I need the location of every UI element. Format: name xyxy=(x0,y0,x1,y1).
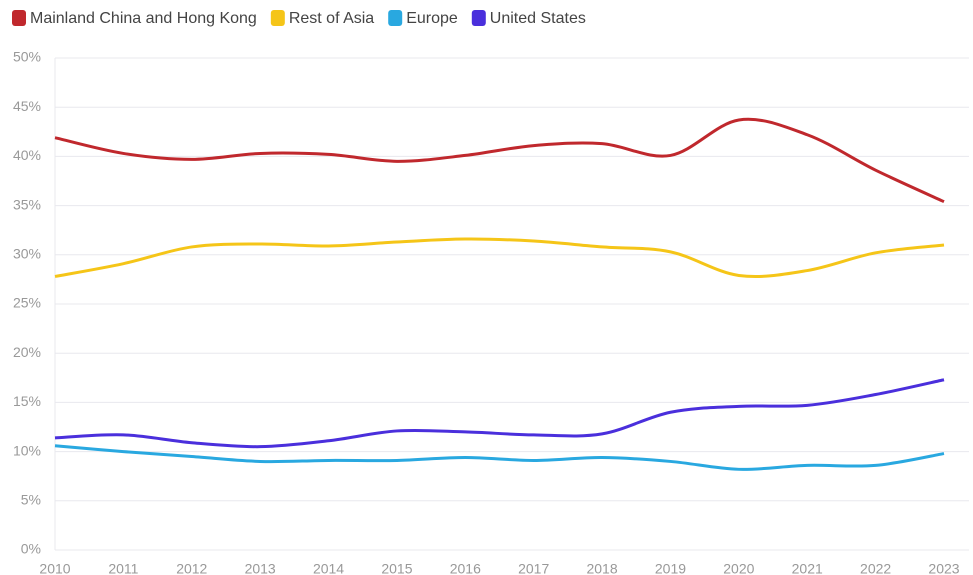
line xyxy=(54,117,945,204)
legend-swatch xyxy=(388,10,403,26)
y-tick-label: 5% xyxy=(21,492,41,508)
y-tick-label: 25% xyxy=(13,295,41,311)
x-tick-label: 2021 xyxy=(792,561,823,575)
x-tick-label: 2016 xyxy=(450,561,481,575)
y-tick-label: 50% xyxy=(13,49,41,65)
x-tick-label: 2010 xyxy=(39,561,70,575)
y-tick-label: 15% xyxy=(13,393,41,409)
line xyxy=(54,444,945,471)
x-tick-label: 2022 xyxy=(860,561,891,575)
y-tick-label: 40% xyxy=(13,147,41,163)
legend-swatch xyxy=(12,10,26,26)
x-tick-label: 2023 xyxy=(928,561,959,575)
y-tick-label: 0% xyxy=(21,541,41,557)
x-tick-label: 2017 xyxy=(518,561,549,575)
x-tick-label: 2014 xyxy=(313,561,344,575)
y-tick-label: 30% xyxy=(13,246,41,262)
x-tick-label: 2011 xyxy=(108,561,138,575)
y-tick-label: 20% xyxy=(13,344,41,360)
y-tick-label: 45% xyxy=(13,98,41,114)
x-tick-label: 2012 xyxy=(176,561,207,575)
line xyxy=(54,378,945,449)
x-tick-label: 2020 xyxy=(723,561,754,575)
legend-label: United States xyxy=(490,10,586,27)
line xyxy=(54,237,945,279)
x-tick-label: 2019 xyxy=(655,561,686,575)
x-tick-label: 2013 xyxy=(245,561,276,575)
legend-label: Mainland China and Hong Kong xyxy=(30,10,257,27)
legend-label: Rest of Asia xyxy=(289,10,374,27)
y-tick-label: 35% xyxy=(13,196,41,212)
x-tick-label: 2018 xyxy=(586,561,617,575)
legend-swatch xyxy=(471,10,486,26)
legend-label: Europe xyxy=(406,10,458,27)
x-tick-label: 2015 xyxy=(381,561,412,575)
legend-swatch xyxy=(270,10,285,26)
y-tick-label: 10% xyxy=(13,442,41,458)
